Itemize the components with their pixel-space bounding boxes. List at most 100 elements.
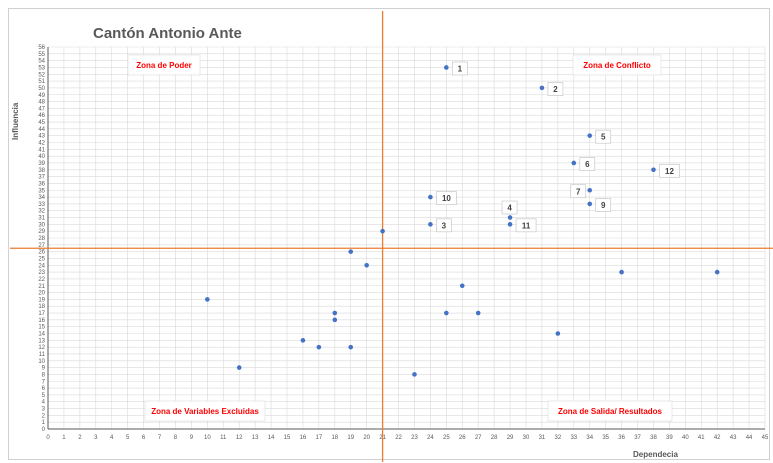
data-point-10 [428,194,433,200]
y-tick-label: 34 [38,195,45,201]
data-point-6 [571,160,577,166]
y-tick-label: 52 [38,72,45,78]
x-axis-label: Dependecia [633,450,678,459]
point-label-6: 6 [585,160,590,169]
y-tick-label: 41 [38,147,45,153]
y-tick-label: 17 [38,311,45,317]
x-tick-label: 25 [443,435,450,441]
y-tick-label: 40 [38,154,45,160]
y-tick-label: 14 [38,332,45,338]
point-label-4: 4 [507,204,512,213]
y-tick-label: 35 [38,188,45,194]
point-label-1: 1 [458,64,463,73]
y-tick-label: 13 [38,338,45,344]
x-tick-label: 28 [491,435,498,441]
zone-label-conflicto: Zona de Conflicto [583,61,651,70]
x-tick-label: 14 [268,435,275,441]
y-tick-label: 2 [42,413,46,419]
x-tick-label: 17 [316,435,323,441]
x-tick-label: 19 [347,435,354,441]
y-tick-label: 30 [38,222,45,228]
x-tick-label: 6 [142,435,146,441]
y-tick-label: 18 [38,304,45,310]
point-label-box-10 [436,191,457,205]
x-tick-label: 15 [284,435,291,441]
point-label-2: 2 [553,85,558,94]
x-tick-label: 33 [570,435,577,441]
data-point [348,344,354,350]
x-tick-label: 12 [236,435,243,441]
y-tick-label: 46 [38,113,45,119]
x-tick-label: 2 [78,435,82,441]
x-tick-label: 37 [634,435,641,441]
x-tick-label: 29 [507,435,514,441]
y-tick-label: 22 [38,277,45,283]
zone-label-salida: Zona de Salida/ Resultados [558,407,663,416]
x-tick-label: 38 [650,435,657,441]
data-point [459,283,465,289]
point-label-3: 3 [442,221,447,230]
x-tick-label: 27 [475,435,482,441]
y-tick-label: 49 [38,93,45,99]
point-label-box-11 [515,218,537,233]
x-tick-label: 23 [411,435,418,441]
zone-label-excluidas-box [144,400,266,422]
x-tick-label: 31 [539,435,546,441]
x-tick-label: 3 [94,435,98,441]
data-point-1 [444,65,449,70]
x-tick-label: 32 [555,435,562,441]
y-tick-label: 47 [38,106,45,112]
point-label-box-12 [659,163,680,178]
point-label-box-3 [436,218,452,233]
y-tick-label: 21 [38,284,45,290]
y-tick-label: 54 [38,59,45,65]
zone-label-salida-box [547,400,673,422]
x-tick-label: 8 [174,435,178,441]
y-tick-label: 28 [38,236,45,242]
data-point [332,317,338,323]
y-tick-label: 36 [38,181,45,187]
data-point [412,372,417,377]
data-point-11 [507,222,513,227]
x-tick-label: 24 [427,435,434,441]
zone-label-poder-box [127,54,201,76]
x-tick-label: 30 [523,435,530,441]
y-tick-label: 3 [42,407,46,413]
y-tick-label: 25 [38,256,45,262]
zone-label-conflicto-box [572,54,662,76]
y-tick-label: 38 [38,168,45,174]
x-tick-label: 16 [300,435,307,441]
point-label-5: 5 [601,133,606,142]
point-label-box-7 [570,184,587,199]
x-tick-label: 11 [220,435,227,441]
point-label-9: 9 [601,201,606,210]
data-point [236,365,242,370]
y-tick-label: 31 [38,216,45,222]
data-point-2 [539,85,545,91]
data-point-3 [428,222,433,227]
chart-title: Cantón Antonio Ante [93,25,242,42]
y-tick-label: 6 [42,386,46,392]
x-tick-label: 22 [395,435,402,441]
x-tick-label: 39 [666,435,673,441]
y-tick-label: 27 [38,243,45,249]
y-tick-label: 26 [38,250,45,256]
zone-label-excluidas: Zona de Variables Excluidas [151,407,259,416]
data-point [348,249,354,254]
zone-label-poder: Zona de Poder [136,61,192,70]
y-tick-label: 11 [39,352,46,358]
x-tick-label: 9 [190,435,194,441]
data-point [714,269,720,275]
y-tick-label: 56 [38,45,45,51]
x-tick-label: 26 [459,435,466,441]
point-label-10: 10 [442,194,451,203]
point-label-box-6 [579,157,596,171]
y-tick-label: 37 [38,175,45,181]
data-point [332,310,338,316]
data-point [475,310,481,316]
y-tick-label: 5 [42,393,46,399]
data-point-9 [587,201,593,207]
y-tick-label: 48 [38,100,45,106]
